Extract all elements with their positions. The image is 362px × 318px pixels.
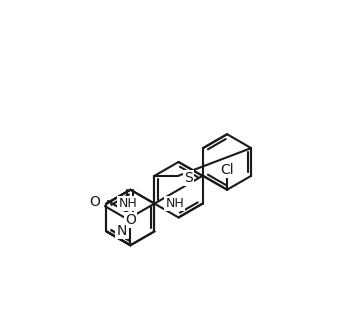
Text: Cl: Cl — [220, 163, 234, 177]
Text: N: N — [116, 225, 127, 238]
Text: NH: NH — [118, 197, 137, 210]
Text: O: O — [89, 195, 101, 209]
Text: S: S — [184, 171, 193, 185]
Text: O: O — [125, 213, 136, 227]
Text: NH: NH — [165, 197, 184, 210]
